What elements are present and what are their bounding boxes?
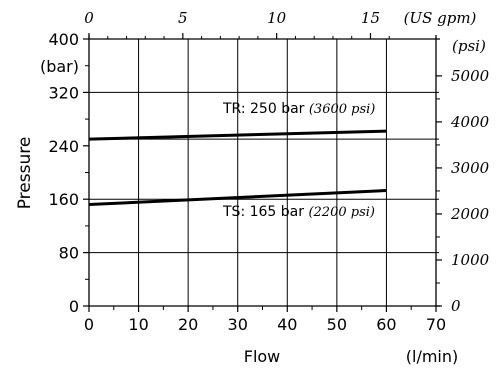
series-label-imperial: (3600 psi) <box>309 102 376 117</box>
right-tick-label: 3000 <box>451 159 490 177</box>
grid-layer <box>89 39 439 306</box>
y-tick-label: 160 <box>48 190 79 209</box>
x-tick-label: 50 <box>327 315 347 334</box>
label-layer: TR: 250 bar (3600 psi) TS: 165 bar (2200 … <box>222 101 375 220</box>
series-layer <box>88 129 387 207</box>
right-tick-label: 0 <box>451 297 461 315</box>
series-line <box>88 189 387 207</box>
series-label: TS: 165 bar (2200 psi) <box>222 204 375 220</box>
x-axis-label: Flow <box>244 347 281 366</box>
right-tick-label: 1000 <box>451 251 490 269</box>
series-label: TR: 250 bar (3600 psi) <box>222 101 375 117</box>
right-tick-label: 4000 <box>450 113 490 131</box>
y-axis-unit: (bar) <box>40 57 79 76</box>
y-tick-label: 320 <box>48 83 79 102</box>
x-tick-label: 20 <box>178 315 198 334</box>
x-tick-label: 70 <box>426 315 446 334</box>
top-tick-label: 5 <box>178 9 188 27</box>
top-tick-label: 10 <box>267 9 287 27</box>
series-label-metric: TS: 165 bar <box>222 204 308 220</box>
x-tick-label: 0 <box>84 315 94 334</box>
x-axis-unit: (l/min) <box>406 347 459 366</box>
x-tick-label: 40 <box>277 315 297 334</box>
y-tick-label: 80 <box>59 244 79 263</box>
series-label-imperial: (2200 psi) <box>308 205 375 220</box>
series-line <box>88 129 387 141</box>
y-tick-label: 0 <box>69 297 79 316</box>
top-tick-label: 15 <box>361 9 380 27</box>
top-tick-label: 0 <box>84 9 94 27</box>
y-axis-label: Pressure <box>15 137 35 210</box>
right-tick-label: 2000 <box>450 205 490 223</box>
right-tick-label: 5000 <box>451 67 490 85</box>
series-label-metric: TR: 250 bar <box>222 101 309 117</box>
x-tick-label: 60 <box>376 315 396 334</box>
top-axis-unit: (US gpm) <box>404 9 477 27</box>
x-tick-label: 10 <box>128 315 148 334</box>
right-axis-unit: (psi) <box>452 37 486 55</box>
x-tick-label: 30 <box>228 315 248 334</box>
y-tick-label: 240 <box>48 137 79 156</box>
y-tick-label: 400 <box>48 30 79 49</box>
